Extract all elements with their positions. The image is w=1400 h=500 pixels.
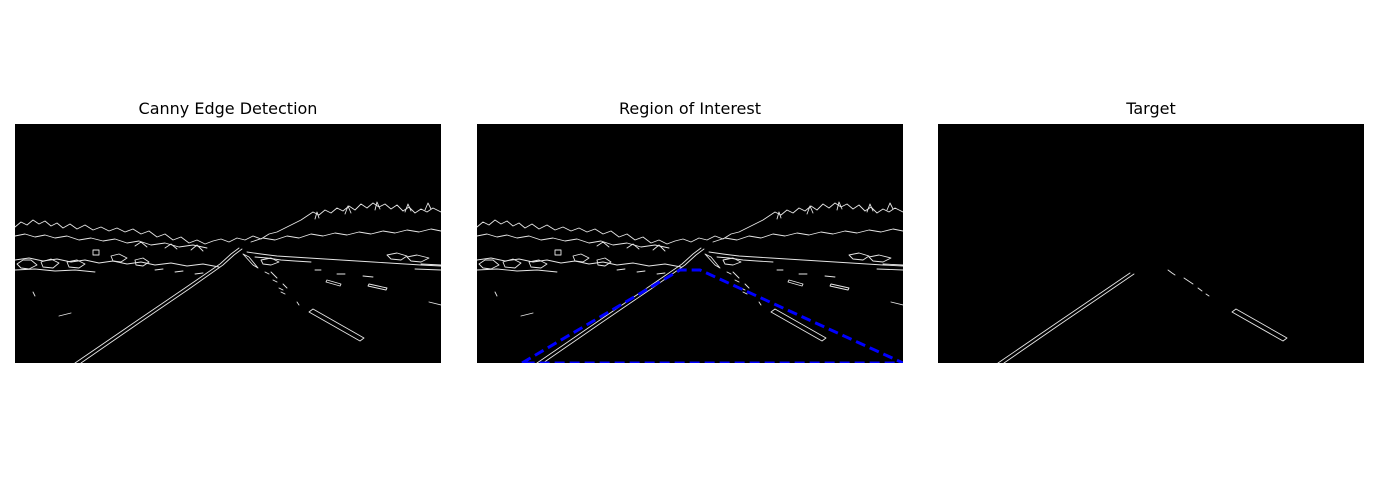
canny-edge-image [15, 124, 441, 363]
panel-title-roi: Region of Interest [618, 99, 762, 118]
edge-drawing [477, 201, 903, 363]
masked-lane-edges [997, 269, 1288, 363]
roi-svg [477, 201, 903, 363]
edge-drawing [15, 201, 441, 363]
target-image [938, 124, 1364, 363]
target-svg [997, 269, 1288, 363]
panel-title-canny: Canny Edge Detection [138, 99, 318, 118]
roi-polygon-outline [519, 268, 903, 363]
canny-edge-svg [15, 201, 441, 363]
roi-image [477, 124, 903, 363]
panel-title-target: Target [1126, 99, 1176, 118]
